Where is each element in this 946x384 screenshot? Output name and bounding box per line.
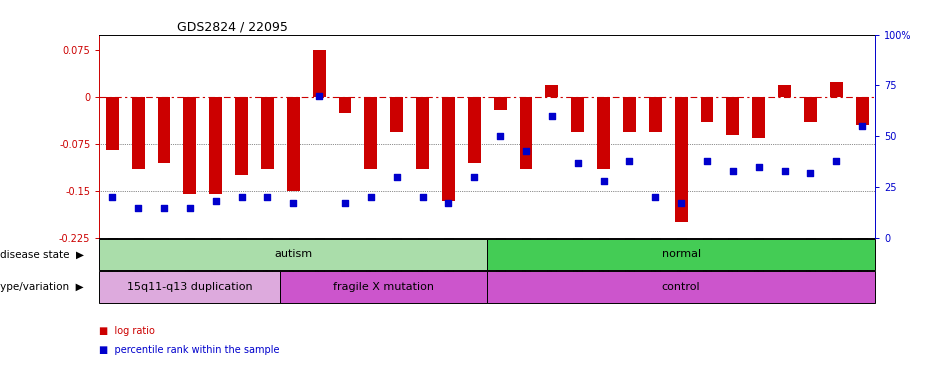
Bar: [157, 97, 170, 163]
Bar: [184, 97, 197, 194]
Point: [183, 204, 198, 210]
Bar: [467, 97, 481, 163]
Bar: [855, 97, 868, 125]
Point: [234, 194, 249, 200]
Point: [726, 168, 741, 174]
Bar: [312, 50, 325, 97]
Text: ■  percentile rank within the sample: ■ percentile rank within the sample: [99, 345, 280, 355]
Point: [544, 113, 559, 119]
Text: ■  log ratio: ■ log ratio: [99, 326, 155, 336]
Text: GDS2824 / 22095: GDS2824 / 22095: [177, 20, 288, 33]
Bar: [99, 271, 280, 303]
Point: [493, 133, 508, 139]
Point: [338, 200, 353, 207]
Bar: [235, 97, 248, 175]
Point: [622, 158, 637, 164]
Point: [777, 168, 792, 174]
Text: genotype/variation  ▶: genotype/variation ▶: [0, 282, 84, 292]
Bar: [830, 81, 843, 97]
Text: disease state  ▶: disease state ▶: [0, 249, 84, 260]
Bar: [261, 97, 274, 169]
Bar: [752, 97, 765, 138]
Point: [363, 194, 378, 200]
Bar: [131, 97, 145, 169]
Bar: [280, 271, 487, 303]
Point: [466, 174, 482, 180]
Bar: [545, 84, 558, 97]
Bar: [487, 239, 875, 270]
Point: [131, 204, 146, 210]
Point: [208, 199, 223, 205]
Bar: [287, 97, 300, 191]
Bar: [364, 97, 377, 169]
Point: [829, 158, 844, 164]
Bar: [390, 97, 403, 132]
Bar: [106, 97, 119, 151]
Point: [648, 194, 663, 200]
Point: [570, 160, 586, 166]
Bar: [209, 97, 222, 194]
Text: normal: normal: [661, 249, 701, 260]
Bar: [804, 97, 817, 122]
Text: 15q11-q13 duplication: 15q11-q13 duplication: [127, 282, 253, 292]
Bar: [623, 97, 636, 132]
Point: [751, 164, 766, 170]
Point: [699, 158, 714, 164]
Point: [156, 204, 171, 210]
Bar: [519, 97, 533, 169]
Bar: [487, 271, 875, 303]
Point: [518, 147, 534, 154]
Bar: [727, 97, 740, 135]
Bar: [597, 97, 610, 169]
Point: [441, 200, 456, 207]
Point: [105, 194, 120, 200]
Text: fragile X mutation: fragile X mutation: [333, 282, 434, 292]
Bar: [649, 97, 662, 132]
Point: [311, 93, 326, 99]
Bar: [442, 97, 455, 200]
Point: [286, 200, 301, 207]
Point: [674, 200, 689, 207]
Point: [854, 123, 869, 129]
Bar: [339, 97, 352, 113]
Point: [415, 194, 430, 200]
Point: [389, 174, 404, 180]
Bar: [416, 97, 429, 169]
Text: autism: autism: [274, 249, 312, 260]
Bar: [571, 97, 584, 132]
Bar: [778, 84, 791, 97]
Bar: [494, 97, 507, 110]
Bar: [700, 97, 713, 122]
Text: control: control: [662, 282, 700, 292]
Point: [596, 178, 611, 184]
Point: [803, 170, 818, 176]
Point: [260, 194, 275, 200]
Bar: [674, 97, 688, 222]
Bar: [99, 239, 487, 270]
